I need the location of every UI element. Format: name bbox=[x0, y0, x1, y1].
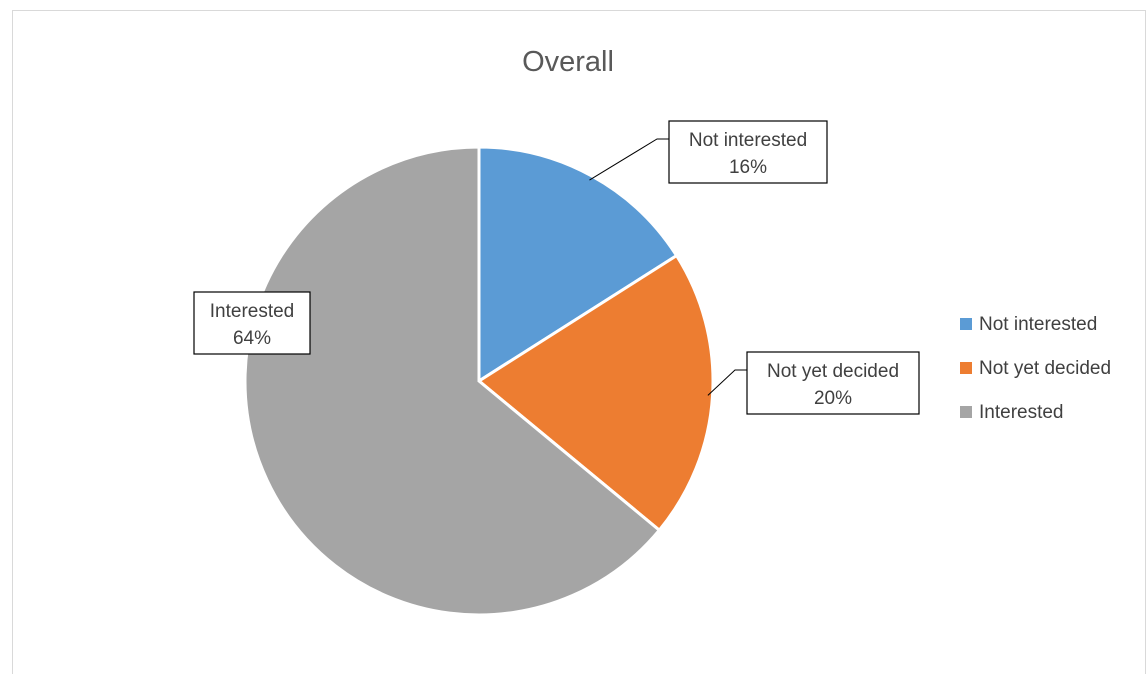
data-label-percent: 20% bbox=[814, 388, 852, 409]
data-label-box bbox=[193, 291, 311, 355]
data-label-percent: 16% bbox=[729, 157, 767, 178]
leader-line-not-yet-decided bbox=[707, 369, 747, 396]
data-labels: Not interested 16% Not yet decided 20% Inter… bbox=[193, 120, 920, 415]
legend-label: Interested bbox=[979, 402, 1064, 423]
legend: Not interested Not yet decided Interested bbox=[960, 314, 1111, 423]
data-label-not-yet-decided: Not yet decided 20% bbox=[707, 351, 920, 415]
legend-label: Not yet decided bbox=[979, 358, 1111, 379]
legend-swatch bbox=[960, 362, 972, 374]
data-label-box bbox=[668, 120, 828, 184]
legend-item-not-yet-decided: Not yet decided bbox=[960, 358, 1111, 379]
pie-slice-interested bbox=[243, 145, 662, 617]
legend-item-not-interested: Not interested bbox=[960, 314, 1097, 335]
legend-swatch bbox=[960, 406, 972, 418]
pie-chart: Overall Not interested 16% Not yet decided… bbox=[193, 46, 1111, 617]
pie-slice-not-yet-decided bbox=[476, 253, 715, 533]
data-label-category: Not interested bbox=[689, 130, 807, 151]
data-label-interested: Interested 64% bbox=[193, 291, 311, 355]
data-label-category: Not yet decided bbox=[767, 361, 899, 382]
chart-area: Overall Not interested 16% Not yet decided… bbox=[12, 10, 1146, 674]
pie-slices bbox=[243, 145, 715, 617]
data-label-not-interested: Not interested 16% bbox=[589, 120, 828, 184]
chart-title: Overall bbox=[522, 46, 614, 78]
pie-slice-not-interested bbox=[477, 145, 679, 384]
legend-swatch bbox=[960, 318, 972, 330]
data-label-box bbox=[746, 351, 920, 415]
leader-line-not-interested bbox=[589, 138, 669, 181]
data-label-percent: 64% bbox=[233, 328, 271, 349]
data-label-category: Interested bbox=[210, 301, 295, 322]
legend-item-interested: Interested bbox=[960, 402, 1064, 423]
legend-label: Not interested bbox=[979, 314, 1097, 335]
